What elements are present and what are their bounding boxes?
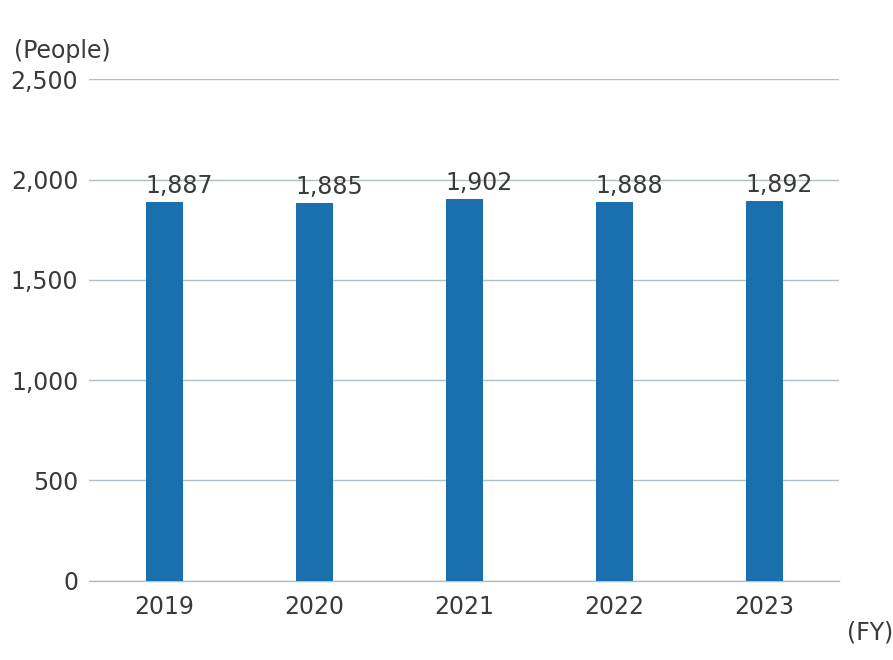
- Text: 1,902: 1,902: [446, 171, 513, 195]
- Text: 1,887: 1,887: [146, 174, 213, 198]
- Text: 1,885: 1,885: [296, 175, 363, 199]
- Text: (FY): (FY): [847, 621, 893, 645]
- Bar: [746, 201, 783, 581]
- Bar: [146, 202, 183, 581]
- Bar: [596, 202, 633, 581]
- Text: (People): (People): [14, 39, 111, 63]
- Text: 1,888: 1,888: [596, 174, 663, 198]
- Bar: [296, 203, 333, 581]
- Bar: [446, 199, 483, 581]
- Text: 1,892: 1,892: [746, 173, 813, 197]
